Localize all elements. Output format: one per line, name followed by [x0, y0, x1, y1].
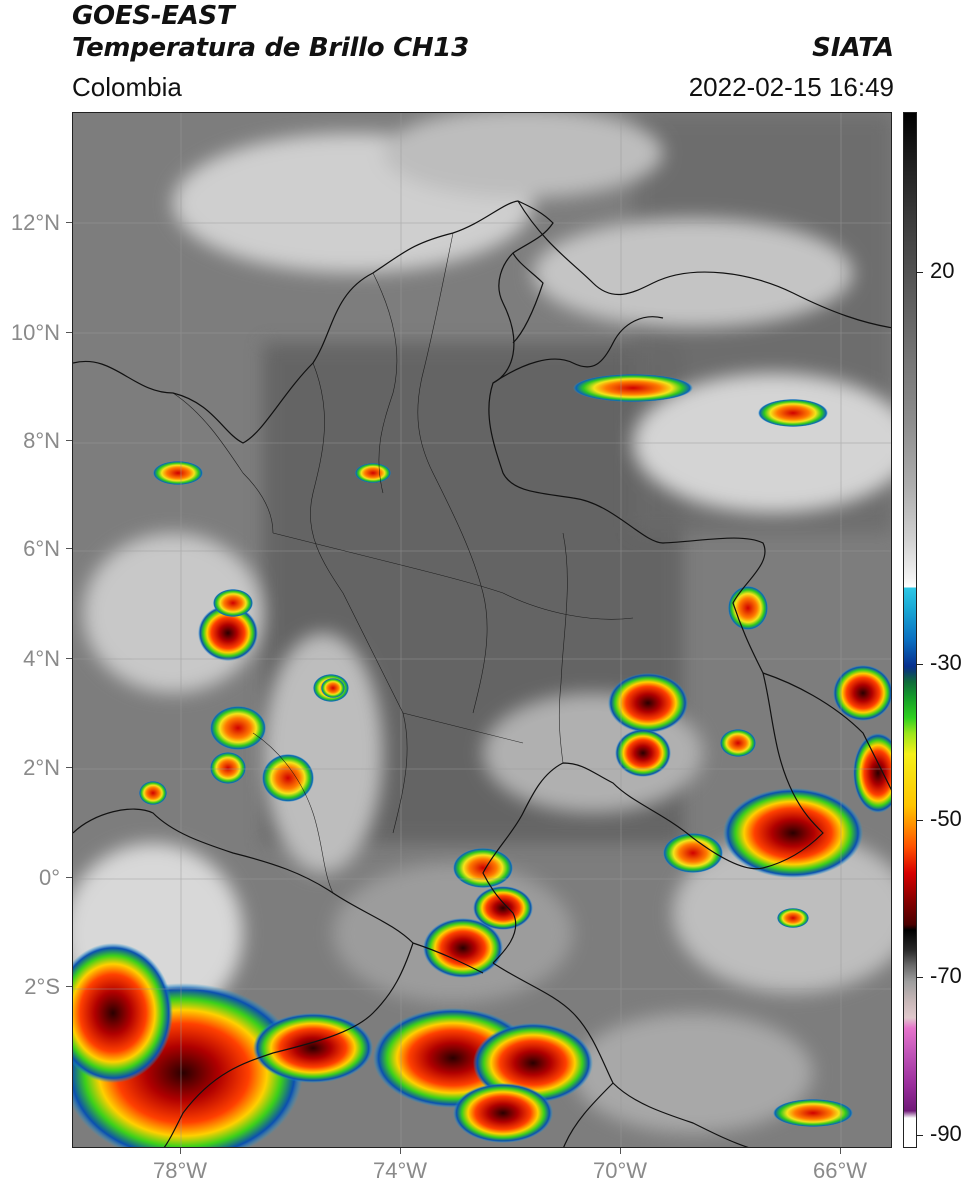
- colorbar-tick: [917, 1135, 923, 1136]
- colorbar-label-minus90: -90: [930, 1121, 962, 1146]
- lat-tick: [66, 986, 72, 987]
- lon-label-70w: 70°W: [592, 1158, 648, 1183]
- lon-tick: [180, 1148, 181, 1154]
- region-label: Colombia: [72, 72, 182, 102]
- colorbar-label-minus30: -30: [930, 650, 962, 675]
- colorbar-tick: [917, 820, 923, 821]
- lat-label-10n: 10°N: [10, 320, 60, 345]
- temperature-colorbar: [903, 112, 917, 1148]
- title-block: GOES-EAST Temperatura de Brillo CH13: [72, 0, 469, 64]
- department-borders: [172, 232, 634, 894]
- colorbar-tick: [917, 977, 923, 978]
- lon-tick: [620, 1148, 621, 1154]
- lon-tick: [400, 1148, 401, 1154]
- lat-label-0: 0°: [38, 865, 60, 890]
- colorbar-label-minus50: -50: [930, 806, 962, 831]
- lon-label-66w: 66°W: [812, 1158, 868, 1183]
- colorbar-label-minus70: -70: [930, 963, 962, 988]
- lat-label-2n: 2°N: [23, 755, 60, 780]
- satellite-title: GOES-EAST: [72, 1, 235, 31]
- lon-label-78w: 78°W: [152, 1158, 208, 1183]
- lat-label-2s: 2°S: [24, 974, 60, 999]
- lat-tick: [66, 548, 72, 549]
- lat-label-12n: 12°N: [10, 210, 60, 235]
- lat-tick: [66, 767, 72, 768]
- lat-tick: [66, 222, 72, 223]
- product-title: Temperatura de Brillo CH13: [72, 33, 469, 63]
- convective-cells: [73, 374, 891, 1147]
- lat-label-8n: 8°N: [23, 428, 60, 453]
- datetime-label: 2022-02-15 16:49: [688, 72, 894, 102]
- country-borders: [73, 200, 891, 1147]
- lat-tick: [66, 658, 72, 659]
- brand-label: SIATA: [812, 33, 894, 63]
- lon-tick: [840, 1148, 841, 1154]
- satellite-map: [72, 112, 892, 1148]
- lat-tick: [66, 440, 72, 441]
- colorbar-tick: [917, 272, 923, 273]
- map-canvas: [73, 113, 891, 1147]
- lat-tick: [66, 877, 72, 878]
- lat-label-4n: 4°N: [23, 646, 60, 671]
- lat-tick: [66, 332, 72, 333]
- lon-label-74w: 74°W: [372, 1158, 428, 1183]
- colorbar-tick: [917, 664, 923, 665]
- lat-label-6n: 6°N: [23, 536, 60, 561]
- colorbar-label-20: 20: [930, 258, 955, 283]
